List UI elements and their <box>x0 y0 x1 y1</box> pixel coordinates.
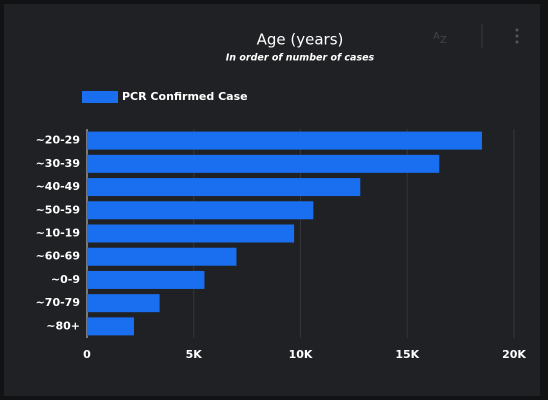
sort-glyph: A <box>433 31 440 42</box>
menu-icon[interactable] <box>515 28 519 44</box>
y-tick-label: ~40-49 <box>36 180 80 193</box>
bar <box>87 154 440 173</box>
menu-dot <box>515 34 519 38</box>
y-tick-label: ~60-69 <box>36 250 80 263</box>
y-tick-label: ~80+ <box>46 319 80 332</box>
x-tick-label: 0 <box>83 348 91 361</box>
y-tick-label: ~10-19 <box>36 227 80 240</box>
y-tick-label: ~30-39 <box>36 157 80 170</box>
chart-title: Age (years) <box>257 31 344 49</box>
legend-label: PCR Confirmed Case <box>122 90 248 103</box>
legend-swatch <box>82 91 118 103</box>
y-tick-label: ~50-59 <box>36 203 80 216</box>
x-tick-label: 5K <box>186 348 203 361</box>
bar <box>87 270 205 289</box>
chart-subtitle: In order of number of cases <box>226 53 375 64</box>
bar <box>87 131 482 150</box>
bar <box>87 294 160 313</box>
bar <box>87 317 134 336</box>
bar <box>87 247 237 266</box>
sort-icon[interactable]: A Z <box>433 31 447 46</box>
y-tick-label: ~20-29 <box>36 134 80 147</box>
bar <box>87 201 314 220</box>
menu-dot <box>515 40 519 44</box>
bar <box>87 224 295 243</box>
menu-dot <box>515 28 519 32</box>
x-tick-label: 15K <box>395 348 419 361</box>
y-tick-label: ~0-9 <box>51 273 80 286</box>
y-tick-label: ~70-79 <box>36 296 80 309</box>
sort-glyph: Z <box>440 35 447 46</box>
bar <box>87 178 361 197</box>
x-tick-label: 10K <box>289 348 313 361</box>
x-tick-label: 20K <box>502 348 526 361</box>
